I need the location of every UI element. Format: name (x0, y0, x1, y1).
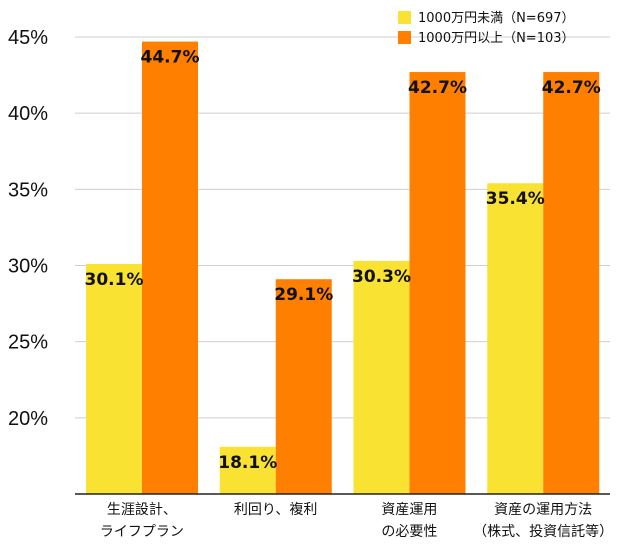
data-label: 35.4% (486, 189, 545, 209)
category-label: の必要性 (381, 524, 437, 540)
y-tick-label: 45% (8, 27, 48, 49)
bar-series-1 (86, 263, 142, 494)
category-label: 資産の運用方法 (494, 502, 592, 518)
legend-label-series-2: 1000万円以上（N=103） (418, 31, 575, 46)
category-label: 資産運用 (381, 502, 437, 518)
data-label: 29.1% (274, 285, 333, 305)
bar-series-2 (543, 72, 600, 494)
data-label: 30.1% (85, 270, 144, 290)
category-label: （株式、投資信託等） (473, 523, 613, 540)
legend: 1000万円未満（N=697） 1000万円以上（N=103） (398, 11, 575, 46)
data-label: 30.3% (352, 267, 411, 287)
y-tick-label: 25% (8, 332, 48, 354)
bar-series-2 (409, 72, 466, 494)
data-label: 18.1% (218, 453, 277, 473)
bar-series-1 (487, 183, 544, 495)
data-label: 44.7% (141, 48, 200, 68)
category-label: 生涯設計、 (107, 502, 177, 518)
data-label: 42.7% (408, 78, 467, 98)
data-labels: 30.1% 44.7% 18.1% 29.1% 30.3% 42.7% 35.4% 42.7% (85, 48, 601, 473)
legend-swatch-series-2 (398, 31, 411, 44)
legend-label-series-1: 1000万円未満（N=697） (418, 11, 575, 26)
bar-series-1 (353, 260, 410, 494)
bar-series-2 (275, 279, 332, 494)
y-tick-label: 30% (8, 256, 48, 278)
y-tick-label: 20% (8, 408, 48, 430)
data-label: 42.7% (542, 78, 601, 98)
y-tick-label: 35% (8, 179, 48, 201)
legend-swatch-series-1 (398, 11, 411, 24)
bar-series-2 (142, 41, 198, 494)
category-label: 利回り、複利 (234, 501, 317, 518)
bars (86, 41, 600, 495)
category-label: ライフプラン (100, 524, 184, 540)
bar-series-1 (219, 446, 276, 494)
y-tick-label: 40% (8, 103, 48, 125)
y-axis-tick-labels: 20% 25% 30% 35% 40% 45% (8, 27, 48, 430)
